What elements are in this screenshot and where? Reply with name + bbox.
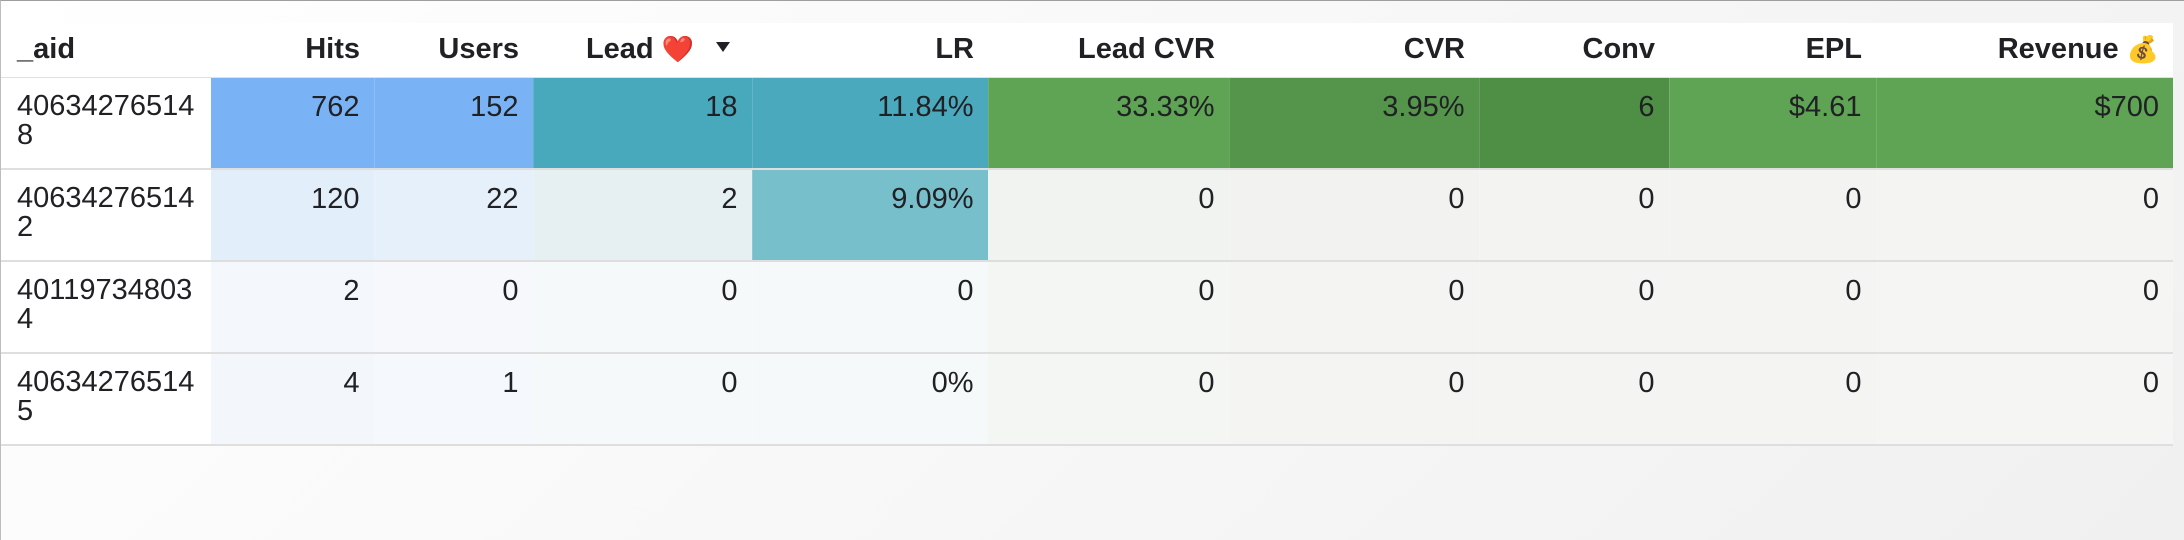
conv-cell: 0: [1478, 169, 1669, 262]
data-table: _aid Hits Users Lead ❤️ LR Lead CVR CVR Conv EPL R…: [1, 23, 2173, 446]
revenue-cell: 0: [1875, 261, 2173, 354]
aid-cell: 406342765148: [1, 77, 211, 170]
table-row[interactable]: 406342765145 4 1 0 0% 0 0 0 0 0: [1, 353, 2173, 446]
hits-cell: 4: [211, 353, 374, 446]
users-cell: 22: [373, 169, 533, 262]
lead-cell: 2: [532, 169, 752, 262]
hits-cell: 2: [211, 261, 374, 354]
column-header-label: Conv: [1582, 33, 1656, 65]
lead-cvr-cell: 0: [987, 169, 1229, 262]
lead-cell: 18: [532, 77, 752, 170]
table-row[interactable]: 406342765142 120 22 2 9.09% 0 0 0 0 0: [1, 169, 2173, 262]
lr-cell: 9.09%: [751, 169, 988, 262]
column-header-hits[interactable]: Hits: [211, 23, 374, 78]
epl-cell: $4.61: [1668, 77, 1876, 170]
aid-cell: 401197348034: [1, 261, 211, 354]
lead-cell: 0: [532, 353, 752, 446]
heart-icon: ❤️: [661, 35, 694, 65]
lead-cvr-cell: 33.33%: [987, 77, 1229, 170]
column-header-label: EPL: [1805, 33, 1862, 65]
aid-cell: 406342765145: [1, 353, 211, 446]
column-header-label: LR: [935, 33, 974, 65]
cvr-cell: 0: [1228, 169, 1479, 262]
column-header-label: Lead CVR: [1078, 33, 1215, 65]
hits-cell: 762: [211, 77, 374, 170]
column-header-label: Lead: [585, 33, 654, 65]
table-row[interactable]: 401197348034 2 0 0 0 0 0 0 0 0: [1, 261, 2173, 354]
column-header-cvr[interactable]: CVR: [1229, 23, 1479, 78]
column-header-label: Hits: [305, 33, 360, 65]
column-header-users[interactable]: Users: [374, 23, 533, 78]
column-header-label: CVR: [1403, 33, 1465, 65]
column-header-label: Revenue: [1997, 33, 2119, 65]
sort-desc-icon[interactable]: [716, 42, 730, 53]
epl-cell: 0: [1668, 353, 1876, 446]
users-cell: 152: [373, 77, 533, 170]
header-row: _aid Hits Users Lead ❤️ LR Lead CVR CVR Conv EPL R…: [1, 23, 2173, 78]
users-cell: 0: [373, 261, 533, 354]
cvr-cell: 0: [1228, 261, 1479, 354]
money-bag-icon: 💰: [2126, 35, 2159, 65]
column-header-lead-cvr[interactable]: Lead CVR: [988, 23, 1229, 78]
conv-cell: 0: [1478, 353, 1669, 446]
lead-cvr-cell: 0: [987, 353, 1229, 446]
column-header-epl[interactable]: EPL: [1669, 23, 1876, 78]
lr-cell: 0%: [751, 353, 988, 446]
table-body: 406342765148 762 152 18 11.84% 33.33% 3.95% 6 $4…: [1, 77, 2173, 446]
lead-cell: 0: [532, 261, 752, 354]
lead-cvr-cell: 0: [987, 261, 1229, 354]
aid-cell: 406342765142: [1, 169, 211, 262]
column-header-lr[interactable]: LR: [752, 23, 988, 78]
revenue-cell: 0: [1875, 169, 2173, 262]
column-header-aid[interactable]: _aid: [1, 23, 211, 78]
column-header-label: Users: [438, 33, 519, 65]
column-header-lead[interactable]: Lead ❤️: [533, 23, 752, 78]
column-header-label: _aid: [17, 33, 76, 65]
lr-cell: 0: [751, 261, 988, 354]
conv-cell: 6: [1478, 77, 1669, 170]
cvr-cell: 3.95%: [1228, 77, 1479, 170]
conv-cell: 0: [1478, 261, 1669, 354]
revenue-cell: 0: [1875, 353, 2173, 446]
epl-cell: 0: [1668, 261, 1876, 354]
column-header-revenue[interactable]: Revenue 💰: [1876, 23, 2173, 78]
hits-cell: 120: [211, 169, 374, 262]
users-cell: 1: [373, 353, 533, 446]
lr-cell: 11.84%: [751, 77, 988, 170]
column-header-conv[interactable]: Conv: [1479, 23, 1669, 78]
table-row[interactable]: 406342765148 762 152 18 11.84% 33.33% 3.95% 6 $4…: [1, 77, 2173, 170]
epl-cell: 0: [1668, 169, 1876, 262]
cvr-cell: 0: [1228, 353, 1479, 446]
revenue-cell: $700: [1875, 77, 2173, 170]
